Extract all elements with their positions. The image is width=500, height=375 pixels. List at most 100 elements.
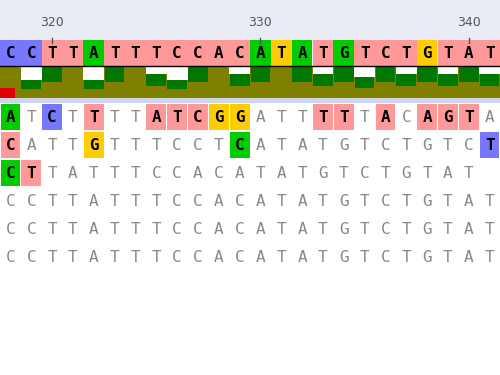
Bar: [229, 40, 250, 66]
Text: T: T: [68, 194, 78, 208]
Text: C: C: [380, 249, 390, 264]
Text: T: T: [464, 110, 473, 125]
Text: A: A: [298, 249, 307, 264]
Bar: [188, 66, 208, 82]
Text: T: T: [360, 249, 370, 264]
Bar: [188, 104, 208, 130]
Text: A: A: [89, 194, 99, 208]
Text: T: T: [48, 222, 57, 237]
Text: T: T: [318, 249, 328, 264]
Text: G: G: [443, 110, 452, 125]
Text: T: T: [89, 165, 99, 180]
Text: C: C: [6, 222, 15, 237]
Bar: [188, 40, 208, 66]
Bar: [479, 40, 500, 66]
Text: C: C: [380, 194, 390, 208]
Bar: [104, 40, 125, 66]
Bar: [459, 66, 478, 82]
Text: C: C: [152, 165, 161, 180]
Text: T: T: [402, 45, 411, 60]
Bar: [146, 104, 166, 130]
Bar: [167, 80, 187, 89]
Text: T: T: [485, 222, 494, 237]
Text: T: T: [130, 138, 140, 153]
Text: A: A: [464, 222, 473, 237]
Text: C: C: [360, 165, 370, 180]
Text: C: C: [193, 110, 202, 125]
Bar: [292, 66, 312, 82]
Text: T: T: [89, 110, 99, 125]
Bar: [146, 74, 166, 86]
Bar: [22, 160, 41, 186]
Text: T: T: [152, 249, 161, 264]
Text: A: A: [214, 222, 224, 237]
Bar: [0, 98, 500, 103]
Text: 330: 330: [248, 15, 272, 28]
Text: C: C: [235, 138, 244, 153]
Bar: [42, 66, 62, 82]
Text: T: T: [48, 249, 57, 264]
Bar: [230, 104, 250, 130]
Bar: [334, 66, 353, 82]
Text: T: T: [68, 222, 78, 237]
Bar: [21, 66, 42, 80]
Text: G: G: [235, 110, 244, 125]
Text: G: G: [422, 45, 432, 60]
Text: T: T: [68, 138, 78, 153]
Text: A: A: [26, 138, 36, 153]
Text: C: C: [172, 249, 182, 264]
Text: C: C: [48, 110, 57, 125]
Text: T: T: [68, 249, 78, 264]
Text: T: T: [318, 138, 328, 153]
Text: A: A: [256, 222, 265, 237]
Text: C: C: [6, 249, 15, 264]
Text: T: T: [152, 138, 161, 153]
Text: T: T: [130, 45, 140, 60]
Text: A: A: [485, 110, 494, 125]
Text: T: T: [110, 138, 120, 153]
Text: T: T: [276, 110, 286, 125]
Text: C: C: [172, 45, 182, 60]
Text: A: A: [256, 249, 265, 264]
Text: T: T: [443, 138, 452, 153]
Bar: [146, 40, 167, 66]
Bar: [438, 66, 458, 74]
Text: T: T: [68, 110, 78, 125]
Text: T: T: [360, 45, 370, 60]
Bar: [459, 104, 478, 130]
Text: A: A: [89, 249, 99, 264]
Text: C: C: [172, 194, 182, 208]
Bar: [376, 66, 396, 82]
Bar: [229, 66, 250, 74]
Bar: [84, 104, 103, 130]
Bar: [354, 66, 375, 77]
Text: G: G: [422, 222, 432, 237]
Text: C: C: [380, 138, 390, 153]
Bar: [292, 40, 312, 66]
Text: A: A: [68, 165, 78, 180]
Text: C: C: [26, 45, 36, 60]
Text: C: C: [193, 222, 202, 237]
Bar: [250, 66, 270, 82]
Text: T: T: [276, 222, 286, 237]
Text: T: T: [276, 249, 286, 264]
Text: G: G: [339, 222, 348, 237]
Text: C: C: [380, 45, 390, 60]
Bar: [0, 160, 20, 186]
Bar: [42, 40, 62, 66]
Bar: [0, 40, 21, 66]
Text: T: T: [318, 222, 328, 237]
Bar: [313, 74, 333, 86]
Text: A: A: [235, 165, 244, 180]
Bar: [417, 66, 437, 82]
Text: A: A: [193, 165, 202, 180]
Text: C: C: [235, 249, 244, 264]
Text: A: A: [214, 249, 224, 264]
Text: T: T: [48, 138, 57, 153]
Text: C: C: [6, 194, 15, 208]
Text: T: T: [172, 110, 182, 125]
Text: T: T: [318, 110, 328, 125]
Bar: [416, 40, 438, 66]
Bar: [479, 66, 500, 74]
Text: T: T: [152, 45, 161, 60]
